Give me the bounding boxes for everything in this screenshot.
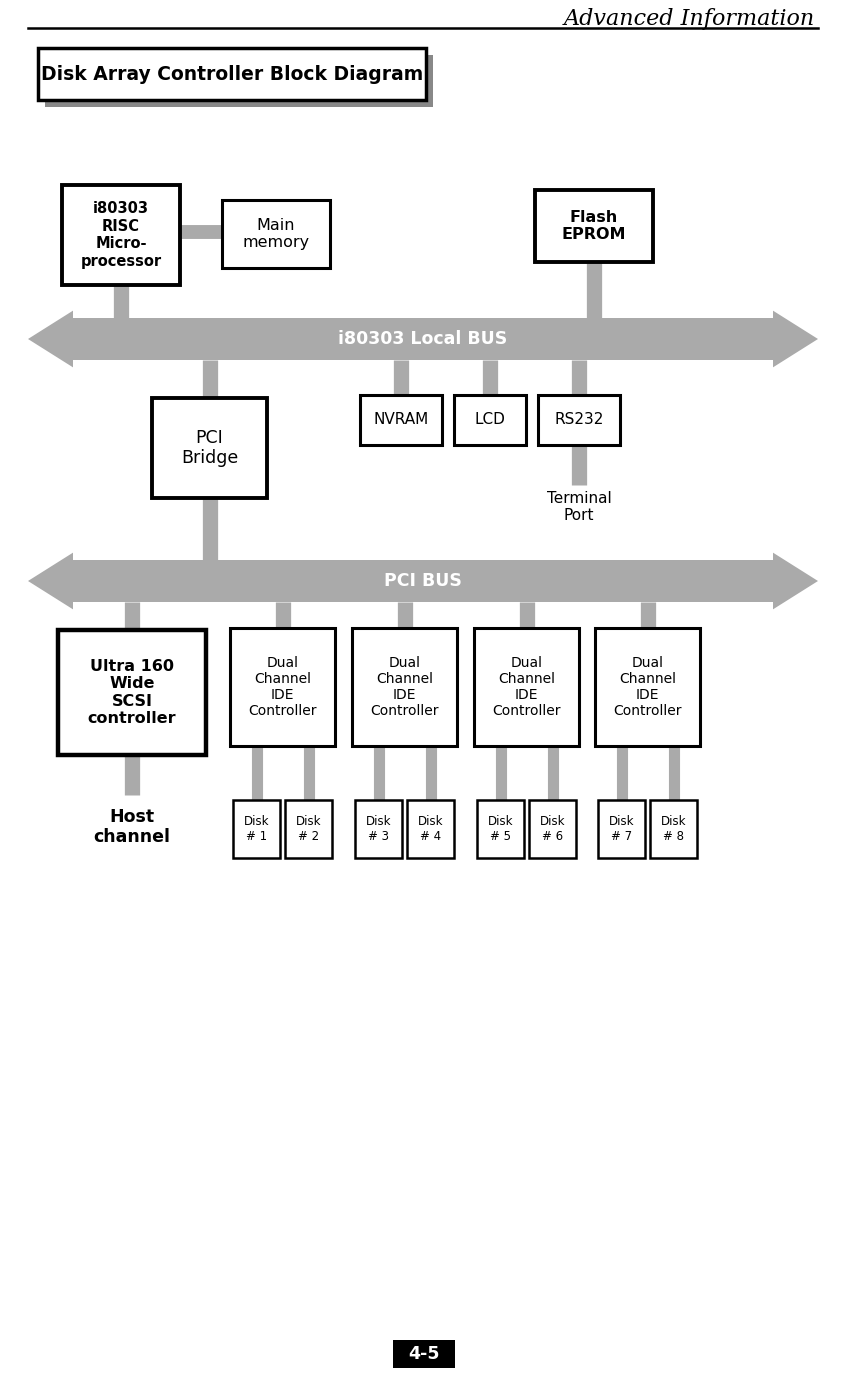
Text: Disk
# 5: Disk # 5 (488, 815, 513, 843)
Bar (477, 800, 524, 858)
Bar (598, 800, 645, 858)
Bar (222, 200, 330, 268)
Text: Disk
# 1: Disk # 1 (244, 815, 269, 843)
Text: Dual
Channel
IDE
Controller: Dual Channel IDE Controller (370, 656, 439, 718)
Text: Host
channel: Host channel (93, 807, 170, 846)
Text: Dual
Channel
IDE
Controller: Dual Channel IDE Controller (613, 656, 682, 718)
Bar (393, 1340, 455, 1368)
Bar (595, 628, 700, 746)
Text: Advanced Information: Advanced Information (564, 8, 815, 31)
Text: Terminal
Port: Terminal Port (546, 490, 612, 524)
Bar (233, 800, 280, 858)
Polygon shape (773, 311, 818, 367)
Bar (285, 800, 332, 858)
Text: Disk
# 8: Disk # 8 (661, 815, 686, 843)
Polygon shape (28, 553, 73, 610)
Text: Disk
# 2: Disk # 2 (296, 815, 321, 843)
Text: Disk Array Controller Block Diagram: Disk Array Controller Block Diagram (41, 64, 424, 83)
Bar (352, 628, 457, 746)
Bar (73, 560, 773, 601)
Bar (474, 628, 579, 746)
Bar (355, 800, 402, 858)
Text: i80303 Local BUS: i80303 Local BUS (338, 331, 507, 349)
Text: Flash
EPROM: Flash EPROM (562, 210, 626, 242)
Bar (407, 800, 454, 858)
Text: PCI BUS: PCI BUS (384, 572, 462, 590)
Bar (529, 800, 576, 858)
Bar (45, 56, 433, 107)
Bar (73, 318, 773, 360)
Text: RS232: RS232 (554, 413, 604, 428)
Bar (62, 185, 180, 285)
Bar (58, 631, 206, 756)
Text: i80303
RISC
Micro-
processor: i80303 RISC Micro- processor (80, 201, 162, 268)
Polygon shape (773, 553, 818, 610)
Text: Disk
# 4: Disk # 4 (418, 815, 443, 843)
Polygon shape (28, 311, 73, 367)
Bar (360, 394, 442, 444)
Bar (230, 628, 335, 746)
Bar (454, 394, 526, 444)
Text: NVRAM: NVRAM (374, 413, 429, 428)
Text: Dual
Channel
IDE
Controller: Dual Channel IDE Controller (492, 656, 561, 718)
Text: PCI
Bridge: PCI Bridge (181, 429, 238, 468)
Bar (38, 49, 426, 100)
Text: Ultra 160
Wide
SCSI
controller: Ultra 160 Wide SCSI controller (88, 658, 176, 726)
Bar (650, 800, 697, 858)
Text: Disk
# 7: Disk # 7 (609, 815, 634, 843)
Text: Dual
Channel
IDE
Controller: Dual Channel IDE Controller (248, 656, 317, 718)
Bar (152, 399, 267, 499)
Bar (538, 394, 620, 444)
Text: Main
memory: Main memory (242, 218, 309, 250)
Text: Disk
# 3: Disk # 3 (366, 815, 391, 843)
Text: LCD: LCD (474, 413, 506, 428)
Text: Disk
# 6: Disk # 6 (540, 815, 565, 843)
Bar (535, 190, 653, 263)
Text: 4-5: 4-5 (408, 1345, 440, 1363)
